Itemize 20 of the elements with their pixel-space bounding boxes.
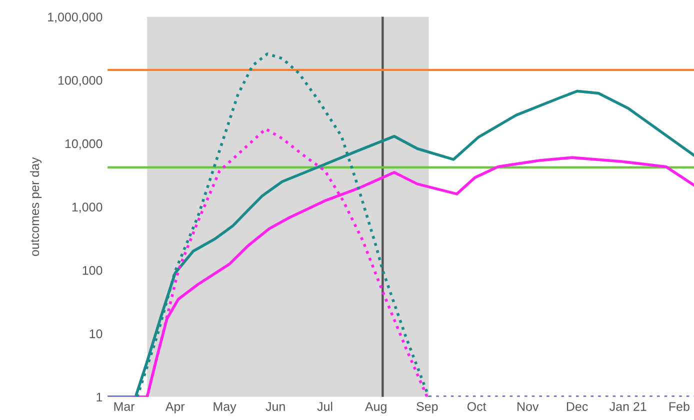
y-tick-label: 1 bbox=[96, 392, 102, 402]
x-tick-label: May bbox=[214, 402, 236, 414]
x-tick-label: Feb bbox=[669, 402, 690, 411]
x-tick-label: Sep bbox=[416, 402, 438, 414]
y-axis-title: outcomes per day bbox=[30, 157, 42, 256]
x-tick-label: Mar bbox=[114, 402, 135, 411]
y-tick-label: 10 bbox=[90, 329, 102, 338]
y-tick-label: 100 bbox=[82, 266, 102, 275]
y-tick-label: 1,000,000 bbox=[48, 12, 102, 23]
x-tick-label: Dec bbox=[566, 402, 588, 411]
x-tick-label: Oct bbox=[467, 402, 486, 411]
x-tick-label: Jun bbox=[266, 402, 285, 411]
x-tick-label: Jul bbox=[317, 402, 332, 411]
x-tick-label: Aug bbox=[364, 402, 386, 414]
x-tick-label: Jan 21 bbox=[610, 402, 646, 411]
y-tick-label: 100,000 bbox=[58, 76, 102, 86]
x-tick-label: Nov bbox=[518, 402, 539, 411]
x-tick-label: Apr bbox=[165, 402, 185, 414]
y-tick-label: 1,000 bbox=[72, 202, 102, 213]
y-tick-label: 10,000 bbox=[65, 139, 102, 150]
